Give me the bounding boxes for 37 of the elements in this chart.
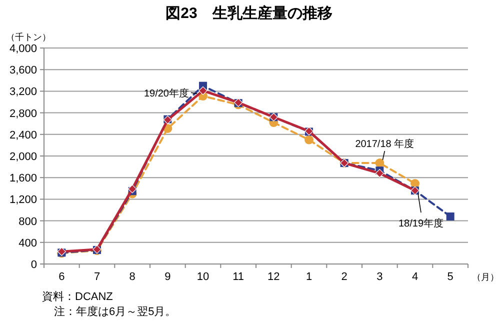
y-tick-label: 400 (18, 237, 37, 250)
y-tick-label: 3,200 (9, 86, 37, 98)
series-label: 2017/18 年度 (355, 138, 414, 150)
x-tick-label: 6 (58, 271, 65, 283)
y-tick-label: 2,800 (9, 108, 37, 120)
point (446, 212, 454, 220)
x-tick-label: 11 (232, 271, 244, 283)
x-tick-label: 7 (94, 271, 100, 283)
point (128, 184, 137, 194)
x-tick-label: 9 (164, 271, 171, 283)
y-tick-label: 0 (30, 259, 37, 271)
x-tick-label: 10 (196, 271, 210, 283)
y-tick-label: 800 (18, 216, 37, 228)
x-axis-title: （月） (472, 272, 498, 282)
y-tick-label: 1,600 (9, 172, 37, 185)
x-tick-label: 12 (268, 271, 280, 283)
series-label: 19/20年度 (144, 88, 189, 100)
y-tick-label: 3,600 (9, 64, 37, 77)
x-tick-label: 4 (412, 271, 418, 283)
y-tick-label: 1,200 (9, 194, 37, 206)
y-tick-label: 2,000 (9, 151, 37, 163)
chart-title: 図23 生乳生産量の推移 (166, 4, 332, 22)
x-tick-label: 3 (376, 271, 383, 283)
text: 資料：DCANZ (42, 290, 114, 303)
point (304, 135, 314, 144)
x-tick-label: 8 (129, 271, 136, 283)
x-tick-label: 1 (306, 271, 312, 283)
y-axis-title: （千トン） (6, 32, 51, 42)
y-tick-label: 2,400 (9, 129, 37, 142)
point (198, 86, 208, 95)
point (375, 158, 384, 168)
series-label: 18/19年度 (398, 218, 444, 230)
x-tick-label: 2 (341, 271, 348, 283)
text: 注：年度は6月～翌5月。 (54, 305, 176, 318)
x-tick-label: 5 (447, 271, 454, 283)
y-tick-label: 4,000 (9, 43, 37, 55)
point (375, 168, 384, 178)
